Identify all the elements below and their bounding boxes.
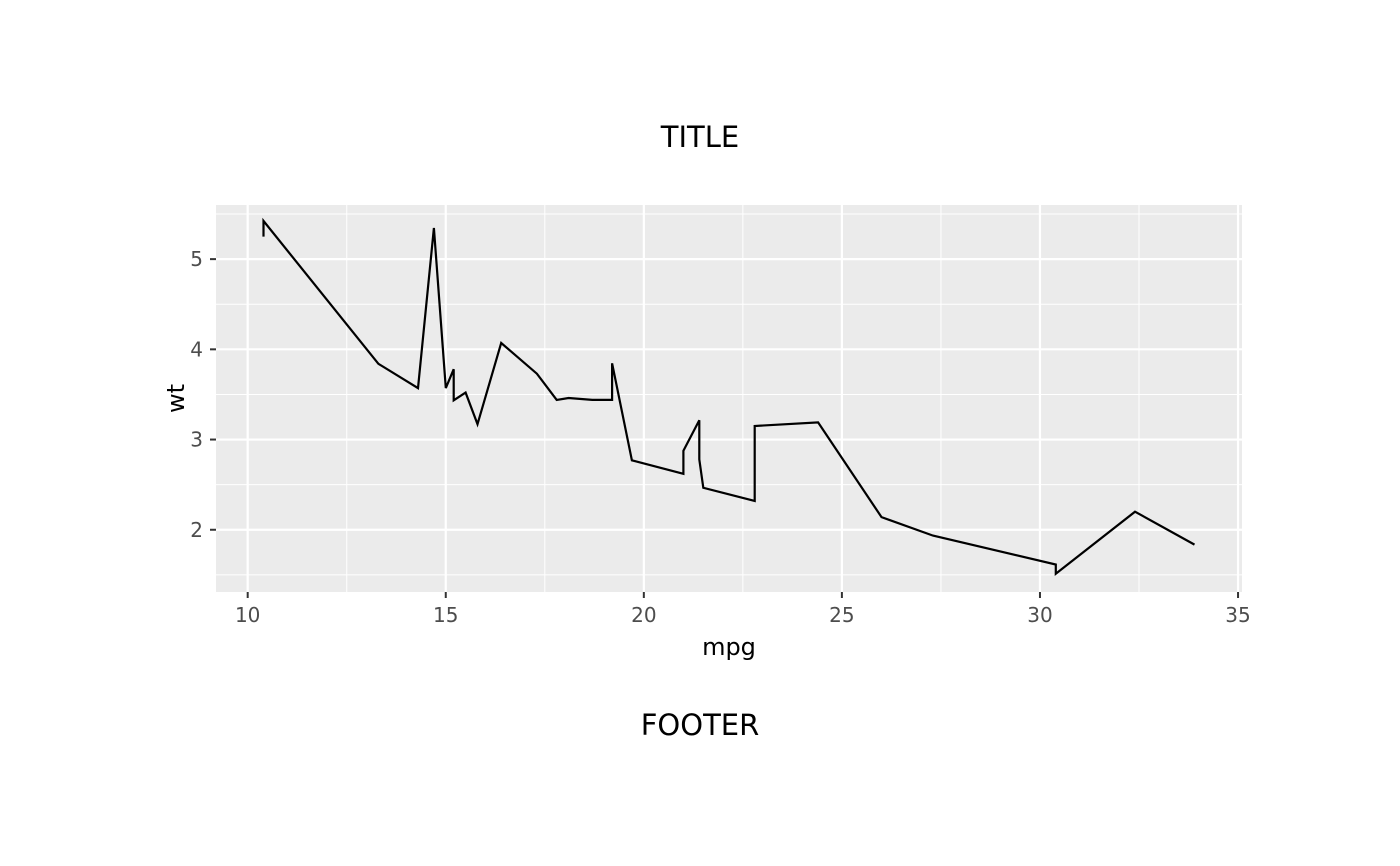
- x-axis: 10 15 20 25 30 35: [235, 592, 1251, 627]
- x-tick-label: 25: [829, 603, 854, 627]
- x-tick-label: 30: [1027, 603, 1052, 627]
- series-line: [262, 217, 1196, 576]
- x-tick-label: 35: [1225, 603, 1250, 627]
- x-tick-label: 10: [235, 603, 260, 627]
- y-tick-label: 4: [190, 337, 203, 361]
- y-axis: 2 3 4 5: [190, 247, 216, 542]
- chart-title: TITLE: [660, 120, 740, 154]
- minor-gridlines: [216, 205, 1242, 592]
- chart-footer: FOOTER: [640, 708, 760, 742]
- y-axis-label: wt: [162, 384, 190, 413]
- x-axis-label: mpg: [702, 633, 756, 661]
- x-tick-label: 20: [631, 603, 656, 627]
- y-tick-label: 3: [190, 428, 203, 452]
- x-tick-label: 15: [433, 603, 458, 627]
- major-gridlines: [216, 205, 1242, 592]
- y-tick-label: 2: [190, 518, 203, 542]
- y-tick-label: 5: [190, 247, 203, 271]
- plot-panel: [216, 205, 1242, 592]
- series-layer: [262, 217, 1196, 576]
